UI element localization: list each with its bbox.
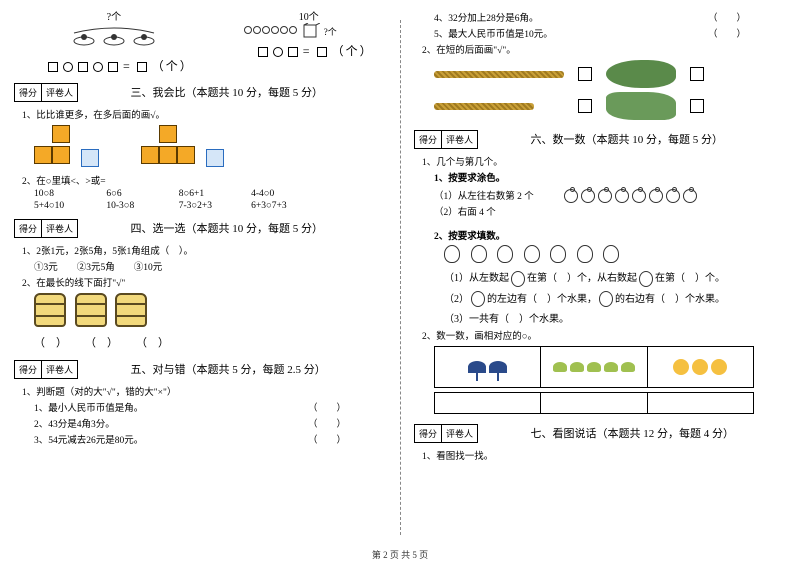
section-6-title: 六、数一数（本题共 10 分，每题 5 分）	[531, 131, 724, 147]
sec6-p1b: （2）右面 4 个	[434, 204, 534, 218]
sec6-p1: 1、按要求涂色。	[434, 170, 786, 184]
circles-figure: 10个 ?个 = （个）	[244, 8, 374, 77]
hat-cell	[541, 347, 647, 387]
crocodile-icon	[606, 92, 676, 120]
score-box-5: 得分 评卷人	[14, 360, 78, 379]
fruit-icon	[550, 245, 566, 263]
sec6-p2a: （1）从左数起在第（ ）个，从右数起在第（ ）个。	[444, 269, 786, 287]
fruit-icon	[603, 245, 619, 263]
score-box-6: 得分 评卷人	[414, 130, 478, 149]
sec4-q1: 1、2张1元，2张5角，5张1角组成（ ）。	[22, 243, 386, 257]
apples	[564, 189, 700, 217]
fruit-icon	[577, 245, 593, 263]
sec3-q2: 2、在○里填<、>或=	[22, 173, 386, 187]
barrels	[34, 293, 386, 330]
barrel-icon	[115, 293, 147, 327]
barrel-icon	[34, 293, 66, 327]
checkbox[interactable]	[578, 99, 592, 113]
sec6-p2: 2、按要求填数。	[434, 228, 786, 242]
score-label: 得分	[15, 220, 42, 237]
checkbox[interactable]	[690, 67, 704, 81]
tf-item-4: 4、32分加上28分是6角。（ ）	[434, 10, 786, 24]
right-q2: 2、在短的后面画"√"。	[422, 42, 786, 56]
checkbox[interactable]	[578, 67, 592, 81]
page-footer: 第 2 页 共 5 页	[0, 548, 800, 561]
tf-item-5: 5、最大人民币币值是10元。（ ）	[434, 26, 786, 40]
comp-row-1: 10○8 6○6 8○6+1 4-4○0	[34, 189, 386, 199]
sec4-opts: ①3元 ②3元5角 ③10元	[34, 259, 386, 273]
scales-figure: ?个 = （个）	[34, 8, 194, 77]
grader-label: 评卷人	[442, 425, 477, 442]
cubes-compare	[34, 125, 386, 167]
comp-row-2: 5+4○10 10-3○8 7-3○2+3 6+3○7+3	[34, 201, 386, 211]
right-column: 4、32分加上28分是6角。（ ） 5、最大人民币币值是10元。（ ） 2、在短…	[400, 0, 800, 565]
score-box-4: 得分 评卷人	[14, 219, 78, 238]
tf-item-3: 3、54元减去26元是80元。（ ）	[34, 432, 386, 446]
coin-cell	[648, 347, 753, 387]
eq2-suffix: （个）	[332, 44, 374, 58]
sec6-q2: 2、数一数，画相对应的○。	[422, 328, 786, 342]
sec5-q1: 1、判断题（对的大"√"，错的大"×"）	[22, 384, 386, 398]
grader-label: 评卷人	[42, 84, 77, 101]
barrel-icon	[75, 293, 107, 327]
count-boxes	[434, 346, 754, 388]
grader-label: 评卷人	[42, 220, 77, 237]
tf-item-2: 2、43分是4角3分。（ ）	[34, 416, 386, 430]
umbrella-cell	[435, 347, 541, 387]
snake-icon	[606, 60, 676, 88]
sec6-p2c: （3）一共有（ ）个水果。	[444, 310, 786, 325]
brace-label-1: ?个	[34, 8, 194, 23]
sec4-q2: 2、在最长的线下面打"√"	[22, 275, 386, 289]
answer-cell[interactable]	[541, 393, 647, 413]
left-column: ?个 = （个） 10个 ?个 = （个）	[0, 0, 400, 565]
rope-icon	[434, 103, 534, 110]
answer-cell[interactable]	[435, 393, 541, 413]
checkbox[interactable]	[690, 99, 704, 113]
score-label: 得分	[415, 425, 442, 442]
section-7-title: 七、看图说话（本题共 12 分，每题 4 分）	[531, 425, 735, 441]
scales-icon	[69, 23, 159, 51]
section-4-title: 四、选一选（本题共 10 分，每题 5 分）	[131, 220, 324, 236]
sec6-p1a: （1）从左往右数第 2 个	[434, 188, 534, 202]
brace-label-2: 10个	[244, 8, 374, 23]
cube-icon	[302, 23, 320, 39]
grader-label: 评卷人	[42, 361, 77, 378]
equation-1: = （个）	[48, 57, 194, 74]
barrel-brackets: （ ）（ ）（ ）	[34, 334, 386, 350]
equation-2: = （个）	[258, 42, 374, 59]
fruit-icon	[471, 245, 487, 263]
score-label: 得分	[415, 131, 442, 148]
fruit-icon	[524, 245, 540, 263]
rope-icon	[434, 71, 564, 78]
rope-row-2	[434, 92, 786, 120]
count-answer-boxes	[434, 392, 754, 414]
score-label: 得分	[15, 84, 42, 101]
sec3-q1: 1、比比谁更多，在多后面的画√。	[22, 107, 386, 121]
sec6-p2b: （2）的左边有（ ）个水果，的右边有（ ）个水果。	[444, 290, 786, 308]
tf-item-1: 1、最小人民币币值是角。（ ）	[34, 400, 386, 414]
grader-label: 评卷人	[442, 131, 477, 148]
answer-cell[interactable]	[648, 393, 753, 413]
sec7-q1: 1、看图找一找。	[422, 448, 786, 462]
fruit-row	[444, 245, 786, 266]
score-label: 得分	[15, 361, 42, 378]
rope-row-1	[434, 60, 786, 88]
circles-icon	[244, 26, 298, 37]
top-illustrations: ?个 = （个） 10个 ?个 = （个）	[34, 8, 386, 77]
score-box-3: 得分 评卷人	[14, 83, 78, 102]
fruit-icon	[444, 245, 460, 263]
sec6-q1: 1、几个与第几个。	[422, 154, 786, 168]
eq1-suffix: （个）	[152, 59, 194, 73]
score-box-7: 得分 评卷人	[414, 424, 478, 443]
fruit-icon	[497, 245, 513, 263]
section-3-title: 三、我会比（本题共 10 分，每题 5 分）	[131, 84, 324, 100]
section-5-title: 五、对与错（本题共 5 分，每题 2.5 分）	[131, 361, 326, 377]
